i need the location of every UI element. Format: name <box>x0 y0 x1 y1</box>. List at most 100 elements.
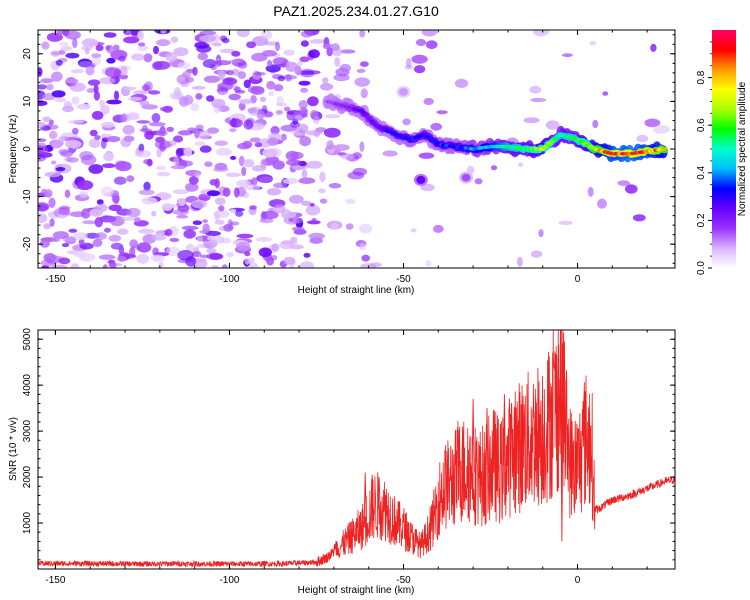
snr-line <box>38 330 675 568</box>
snr-spike <box>548 391 552 422</box>
noise-blob <box>414 65 426 74</box>
noise-blob <box>237 142 251 150</box>
noise-blob <box>176 214 189 219</box>
noise-blob <box>360 88 368 99</box>
snr-spike <box>534 398 538 436</box>
snr-spike <box>485 408 489 473</box>
noise-blob <box>298 80 311 86</box>
noise-blob <box>636 134 649 143</box>
noise-blob <box>320 83 334 91</box>
noise-blob <box>273 204 286 214</box>
noise-blob <box>247 85 265 94</box>
noise-blob <box>126 112 140 121</box>
noise-blob <box>275 41 280 52</box>
noise-blob <box>185 182 199 192</box>
noise-blob <box>58 135 66 143</box>
noise-blob <box>283 256 296 265</box>
noise-blob <box>99 77 116 85</box>
noise-blob <box>558 220 573 225</box>
noise-blob <box>60 150 74 158</box>
noise-blob <box>105 67 122 78</box>
noise-blob <box>289 194 304 204</box>
noise-blob <box>339 63 352 72</box>
noise-blob <box>99 104 110 115</box>
noise-blob <box>165 52 178 63</box>
noise-blob <box>214 60 232 66</box>
noise-blob <box>309 39 327 44</box>
noise-blob <box>326 140 334 150</box>
y-tick-label: 10 <box>22 95 33 107</box>
noise-blob <box>88 138 101 149</box>
noise-blob <box>203 75 221 83</box>
noise-blob <box>275 110 283 115</box>
x-tick-label: -50 <box>396 575 411 586</box>
noise-blob <box>51 160 57 165</box>
noise-blob <box>602 91 609 96</box>
noise-blob <box>178 96 189 107</box>
noise-blob <box>126 175 135 183</box>
noise-blob <box>272 160 285 170</box>
snr-spike <box>560 403 564 542</box>
noise-blob <box>151 233 167 241</box>
noise-blob <box>205 248 217 254</box>
noise-blob <box>164 228 173 237</box>
noise-blob <box>94 135 101 140</box>
noise-blob <box>141 104 158 110</box>
noise-blob <box>95 44 104 52</box>
noise-blob <box>359 223 373 234</box>
noise-blob <box>194 171 201 179</box>
noise-blob <box>91 53 102 58</box>
noise-blob <box>340 153 356 160</box>
noise-blob <box>244 184 261 191</box>
noise-blob <box>530 97 547 103</box>
colorbar: 0.0 0.2 0.4 0.6 0.8 Normalized spectral ampl… <box>696 30 748 275</box>
noise-blob <box>356 68 366 73</box>
y-tick-label: 3000 <box>22 420 33 443</box>
noise-blob <box>72 127 79 135</box>
noise-blob <box>109 261 117 268</box>
noise-blob <box>143 159 152 165</box>
noise-blob <box>87 79 101 86</box>
noise-blob <box>308 49 320 59</box>
noise-blob <box>113 44 120 51</box>
signal-blob <box>416 175 426 184</box>
noise-blob <box>78 60 93 68</box>
noise-blob <box>324 114 341 119</box>
noise-blob <box>219 237 232 244</box>
noise-blob <box>299 56 310 63</box>
snr-spike <box>562 332 566 418</box>
noise-blob <box>212 42 222 47</box>
noise-blob <box>333 74 350 82</box>
noise-blob <box>120 216 136 221</box>
noise-blob <box>243 79 251 89</box>
noise-blob <box>299 68 315 78</box>
noise-blob <box>92 238 103 247</box>
noise-blob <box>166 126 174 132</box>
noise-blob <box>222 77 238 86</box>
noise-blob <box>530 250 543 258</box>
noise-blob <box>91 56 101 66</box>
noise-blob <box>126 207 141 218</box>
noise-blob <box>138 143 145 153</box>
noise-blob <box>266 188 282 196</box>
noise-blob <box>64 78 79 84</box>
noise-blob <box>230 155 237 160</box>
noise-blob <box>226 252 235 257</box>
noise-blob <box>38 121 47 129</box>
chart-title: PAZ1.2025.234.01.27.G10 <box>273 3 439 19</box>
y-tick-label: -10 <box>22 189 33 204</box>
noise-blob <box>141 84 151 92</box>
snr-x-label: Height of straight line (km) <box>298 585 415 596</box>
noise-blob <box>51 90 66 98</box>
noise-blob <box>170 36 179 43</box>
noise-blob <box>259 218 274 224</box>
noise-blob <box>199 35 217 42</box>
noise-blob <box>136 242 152 253</box>
noise-blob <box>202 223 210 234</box>
noise-blob <box>141 124 148 133</box>
noise-blob <box>284 106 291 112</box>
noise-blob <box>589 41 597 46</box>
noise-blob <box>214 197 226 205</box>
